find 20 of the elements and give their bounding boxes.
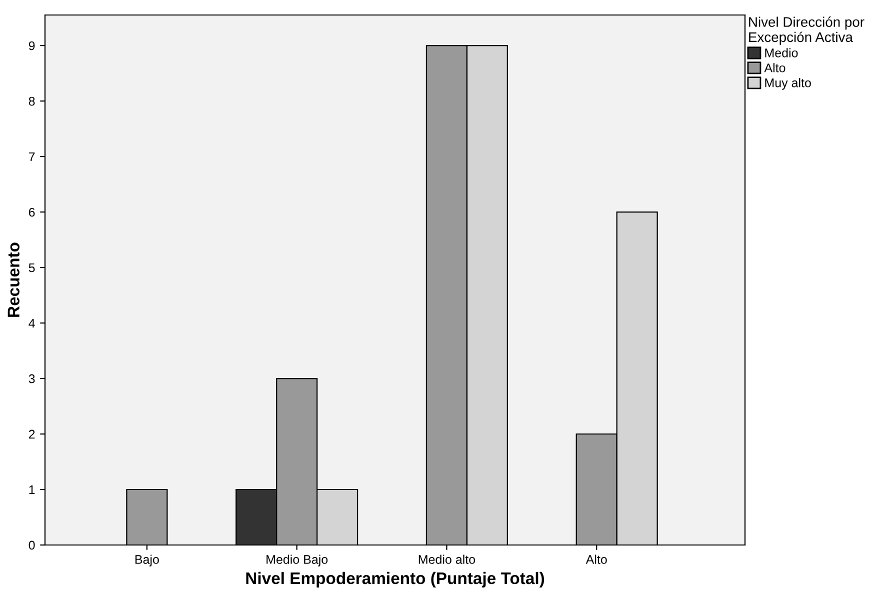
y-tick-label: 3 bbox=[28, 374, 35, 384]
x-tick-label: Alto bbox=[586, 554, 607, 564]
legend-label: Alto bbox=[764, 63, 786, 72]
x-tick-label: Medio alto bbox=[418, 554, 476, 564]
y-tick-label: 0 bbox=[28, 540, 35, 550]
y-axis-title: Recuento bbox=[8, 242, 20, 317]
legend-label: Muy alto bbox=[765, 78, 811, 90]
x-axis-title: Nivel Empoderamiento (Puntaje Total) bbox=[246, 572, 544, 588]
y-tick-label: 4 bbox=[28, 318, 35, 328]
y-tick-label: 9 bbox=[28, 41, 35, 50]
legend-label: Medio bbox=[765, 48, 798, 58]
x-tick-label: Medio Bajo bbox=[266, 554, 328, 566]
x-tick-label: Bajo bbox=[135, 554, 159, 566]
y-tick-label: 2 bbox=[28, 430, 35, 439]
legend-title: Nivel Dirección por Excepción Activa bbox=[749, 16, 864, 45]
y-tick-label: 6 bbox=[28, 208, 35, 217]
y-tick-label: 8 bbox=[28, 96, 35, 106]
y-tick-label: 5 bbox=[28, 263, 35, 272]
y-tick-label: 7 bbox=[28, 152, 35, 162]
y-tick-label: 1 bbox=[29, 485, 35, 494]
